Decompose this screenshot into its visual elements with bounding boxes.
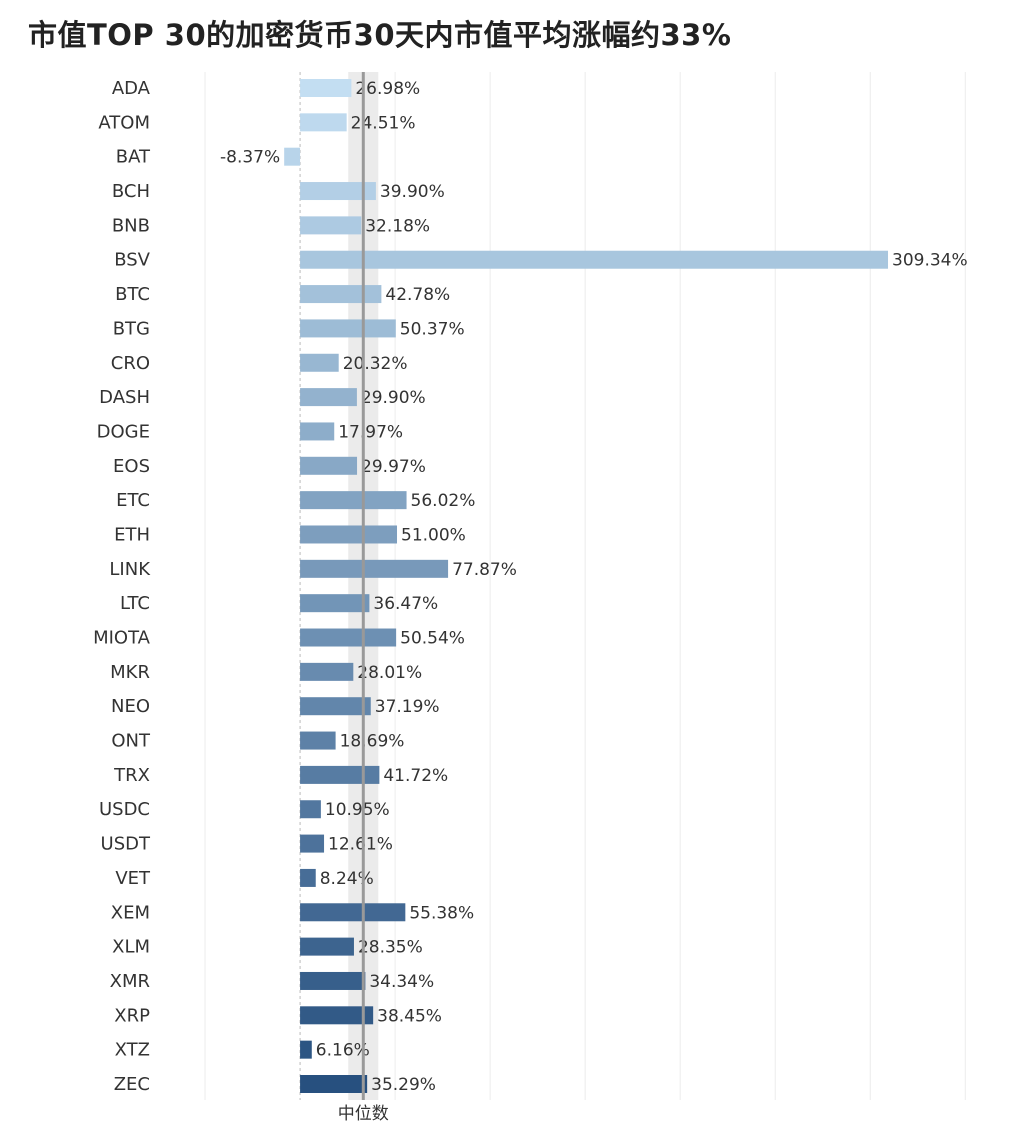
bar-usdt (300, 834, 325, 853)
bar-ont (300, 731, 336, 750)
data-label: 32.18% (365, 216, 430, 236)
chart-title: 市值TOP 30的加密货币30天内市值平均涨幅约33% (28, 18, 732, 52)
category-label: ONT (111, 731, 151, 752)
data-label: 56.02% (411, 491, 476, 511)
data-label: 29.97% (361, 457, 426, 477)
data-label: -8.37% (220, 148, 280, 168)
data-label: 39.90% (380, 182, 445, 202)
data-label: 38.45% (377, 1006, 442, 1026)
bar-ada (300, 79, 352, 97)
data-label: 17.97% (338, 422, 403, 442)
bar-xmr (300, 971, 366, 990)
data-label: 6.16% (316, 1041, 370, 1061)
data-label: 50.37% (400, 319, 465, 339)
category-label: ADA (112, 78, 151, 99)
bar-xlm (300, 937, 354, 956)
data-label: 41.72% (383, 766, 448, 786)
category-label: LINK (109, 559, 151, 580)
bar-neo (300, 697, 371, 716)
category-label: ETH (114, 524, 150, 545)
bar-zec (300, 1075, 368, 1093)
bar-dash (300, 388, 357, 407)
category-label: DASH (99, 387, 150, 408)
category-label: DOGE (97, 421, 150, 442)
category-label: ATOM (98, 112, 150, 133)
bar-btg (300, 319, 396, 338)
data-label: 35.29% (371, 1075, 436, 1095)
category-label: XRP (114, 1005, 150, 1026)
median-label: 中位数 (338, 1104, 389, 1124)
data-label: 29.90% (361, 388, 426, 408)
data-label: 51.00% (401, 525, 466, 545)
category-label: VET (115, 868, 151, 889)
bar-bat (284, 147, 301, 166)
bar-eth (300, 525, 398, 544)
bar-bch (300, 182, 376, 201)
bar-ltc (300, 594, 370, 613)
category-label: MKR (110, 662, 150, 683)
data-label: 36.47% (373, 594, 438, 614)
category-label: BTC (115, 284, 150, 305)
category-label: USDC (99, 799, 150, 820)
category-label: XEM (111, 902, 150, 923)
bar-vet (300, 868, 316, 887)
category-label: BSV (114, 250, 150, 271)
data-label: 309.34% (892, 251, 968, 271)
category-label: CRO (111, 353, 150, 374)
data-label: 28.35% (358, 938, 423, 958)
category-label: BAT (116, 147, 151, 168)
data-label: 37.19% (375, 697, 440, 717)
bar-bnb (300, 216, 362, 235)
data-label: 50.54% (400, 629, 465, 649)
category-label: BNB (112, 215, 150, 236)
data-label: 28.01% (357, 663, 422, 683)
data-label: 8.24% (320, 869, 374, 889)
data-label: 42.78% (385, 285, 450, 305)
category-label: ZEC (114, 1074, 150, 1095)
data-label: 24.51% (351, 113, 416, 133)
category-label: XLM (112, 937, 150, 958)
category-label: BCH (112, 181, 150, 202)
category-label: NEO (111, 696, 150, 717)
bar-bsv (300, 250, 889, 269)
data-label: 12.61% (328, 835, 393, 855)
category-label: LTC (120, 593, 150, 614)
bar-link (300, 559, 449, 578)
category-label: BTG (113, 318, 150, 339)
category-label: TRX (113, 765, 150, 786)
data-label: 20.32% (343, 354, 408, 374)
data-label: 26.98% (355, 79, 420, 99)
category-label: ETC (116, 490, 150, 511)
category-label: XMR (110, 971, 150, 992)
bar-atom (300, 113, 347, 132)
category-label: USDT (101, 834, 151, 855)
bar-usdc (300, 800, 321, 819)
bar-trx (300, 765, 380, 784)
bar-btc (300, 285, 382, 304)
bar-xem (300, 903, 406, 922)
bar-xrp (300, 1006, 374, 1025)
data-label: 34.34% (369, 972, 434, 992)
bar-mkr (300, 662, 354, 681)
data-label: 55.38% (409, 903, 474, 923)
category-label: XTZ (115, 1040, 150, 1061)
category-label: EOS (113, 456, 150, 477)
bar-xtz (300, 1040, 312, 1059)
bar-cro (300, 353, 339, 372)
data-label: 77.87% (452, 560, 517, 580)
category-label: MIOTA (93, 628, 151, 649)
bar-doge (300, 422, 335, 441)
bar-miota (300, 628, 397, 647)
data-label: 18.69% (340, 732, 405, 752)
bar-etc (300, 491, 407, 510)
data-label: 10.95% (325, 800, 390, 820)
bar-eos (300, 456, 358, 475)
